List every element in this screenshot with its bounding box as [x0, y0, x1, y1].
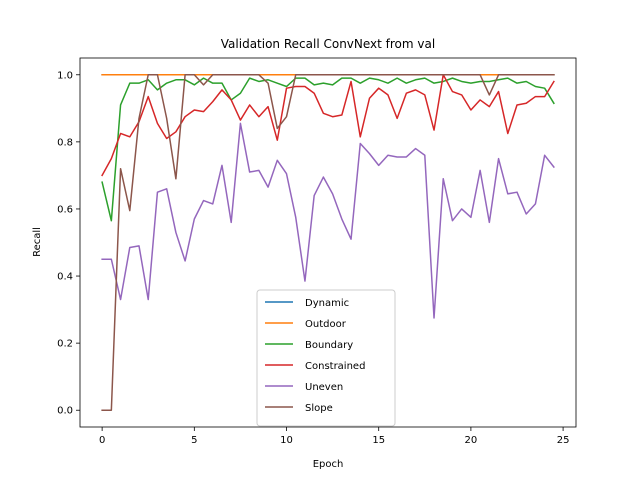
series-line-uneven — [101, 122, 555, 319]
x-tick-label: 10 — [280, 435, 293, 446]
y-tick-label: 0.8 — [57, 137, 73, 148]
series-line-constrained — [101, 74, 555, 177]
legend-box — [256, 289, 396, 427]
legend-label-uneven: Uneven — [305, 382, 343, 393]
x-tick-label: 25 — [557, 435, 570, 446]
legend-label-constrained: Constrained — [305, 361, 365, 372]
chart-title: Validation Recall ConvNext from val — [221, 37, 435, 51]
legend-label-slope: Slope — [305, 403, 333, 414]
axes: 0 5 10 15 20 25 0.0 0.2 0.4 0.6 0.8 1.0 — [57, 57, 577, 446]
y-tick-label: 0.6 — [57, 204, 73, 215]
series-line-boundary — [101, 77, 555, 222]
x-axis-label: Epoch — [313, 459, 344, 470]
plot-area — [101, 74, 555, 411]
legend: Dynamic Outdoor Boundary Constrained Uneven S… — [256, 289, 396, 427]
legend-label-boundary: Boundary — [305, 340, 353, 351]
y-tick-label: 1.0 — [57, 70, 73, 81]
x-tick-label: 5 — [191, 435, 197, 446]
legend-label-dynamic: Dynamic — [305, 298, 349, 309]
legend-label-outdoor: Outdoor — [305, 319, 347, 330]
series-lines — [101, 74, 555, 411]
x-tick-label: 15 — [372, 435, 385, 446]
y-tick-label: 0.0 — [57, 406, 73, 417]
series-line-slope — [101, 74, 555, 411]
axes-frame — [79, 57, 577, 428]
y-axis-label: Recall — [32, 227, 43, 257]
y-tick-label: 0.2 — [57, 339, 73, 350]
x-tick-label: 0 — [99, 435, 105, 446]
y-tick-label: 0.4 — [57, 272, 73, 283]
x-tick-label: 20 — [465, 435, 478, 446]
